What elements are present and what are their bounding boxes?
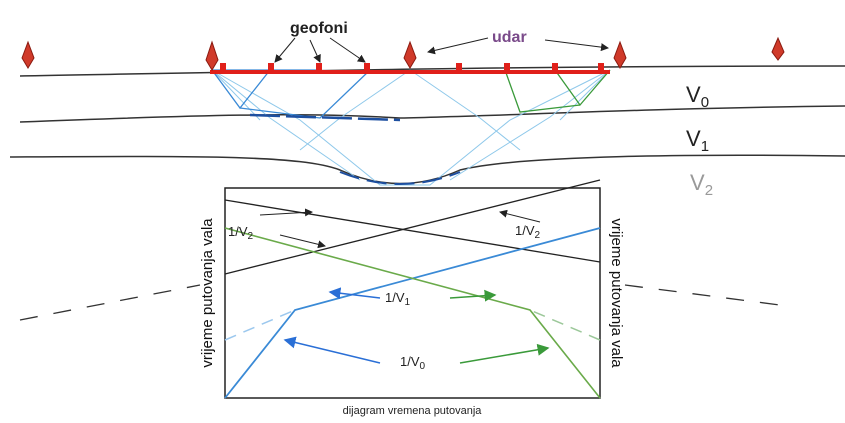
y-axis-label: vrijeme putovanja vala [199,218,216,368]
slope-label: 1/V2 [515,223,541,241]
y-axis-label: vrijeme putovanja vala [608,218,625,368]
slope-label: 1/V0 [400,354,426,372]
layer-label: V1 [686,126,709,155]
shot-icons [21,36,785,71]
geophones-label: geofoni [290,20,348,37]
layers [9,65,845,185]
geophone-spread [210,63,610,74]
layer-label: V0 [686,82,709,111]
slope-label: 1/V1 [385,290,411,308]
slope-label: 1/V2 [228,224,254,242]
graph [19,179,781,399]
shot-label: udar [492,29,527,46]
ray-paths [211,69,611,186]
graph-caption: dijagram vremena putovanja [343,405,483,417]
layer-label: V2 [690,170,713,199]
callout-arrows [274,37,609,63]
